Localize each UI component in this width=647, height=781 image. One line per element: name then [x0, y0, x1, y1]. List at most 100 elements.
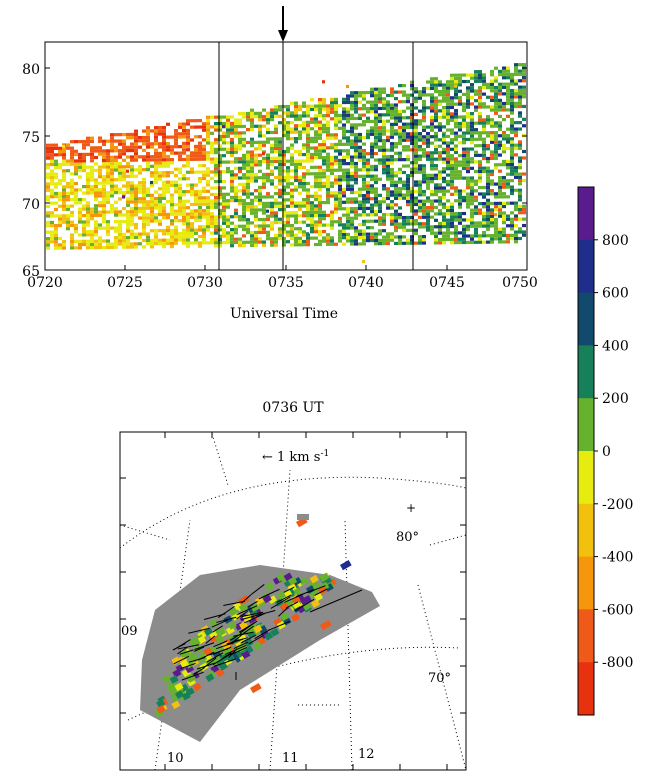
rti-cell: [394, 219, 398, 223]
rti-cell: [126, 132, 130, 137]
map-cell: [260, 630, 270, 640]
rti-cell: [514, 95, 518, 99]
rti-cell: [510, 105, 514, 109]
rti-cell: [494, 102, 498, 106]
rti-cell: [258, 230, 262, 235]
rti-cell: [434, 147, 438, 152]
rti-cell: [314, 104, 318, 108]
rti-cell: [114, 226, 118, 230]
rti-cell: [426, 196, 430, 200]
rti-cell: [230, 240, 234, 245]
rti-cell: [246, 240, 250, 244]
rti-cell: [222, 231, 226, 235]
rti-cell: [234, 144, 238, 148]
rti-cell: [498, 140, 502, 144]
rti-cell: [170, 235, 174, 239]
rti-cell: [202, 186, 206, 190]
rti-cell: [154, 229, 158, 233]
rti-cell: [502, 101, 506, 106]
rti-cell: [442, 167, 446, 171]
rti-cell: [522, 233, 526, 237]
rti-cell: [146, 203, 150, 207]
map-cell: [298, 576, 309, 586]
rti-cell: [474, 137, 478, 141]
rti-cell: [478, 102, 482, 106]
rti-cell: [514, 230, 518, 234]
velocity-vector: [241, 625, 255, 636]
rti-cell: [446, 144, 450, 148]
rti-cell: [430, 125, 434, 129]
rti-cell: [346, 139, 350, 143]
rti-cell: [494, 224, 498, 228]
rti-cell: [274, 243, 278, 247]
rti-cell: [390, 238, 394, 242]
rti-cell: [406, 199, 410, 204]
rti-cell: [250, 205, 254, 209]
rti-cell: [394, 113, 398, 117]
rti-cell: [442, 225, 446, 229]
rti-cell: [434, 164, 438, 168]
rti-cell: [494, 221, 498, 225]
rti-cell: [386, 232, 390, 236]
rti-cell: [250, 230, 254, 235]
rti-cell: [502, 66, 506, 70]
rti-cell: [50, 175, 54, 179]
rti-cell: [78, 156, 82, 160]
rti-cell: [46, 172, 50, 176]
rti-cell: [114, 219, 118, 224]
rti-cell: [54, 214, 58, 218]
rti-cell: [110, 149, 114, 153]
rti-cell: [454, 218, 458, 222]
rti-cell: [498, 114, 502, 119]
rti-cell: [450, 141, 454, 145]
map-cell: [292, 576, 302, 586]
rti-cell: [502, 72, 506, 77]
rti-cell: [246, 218, 250, 222]
rti-cell: [474, 189, 478, 193]
rti-cell: [62, 153, 66, 157]
rti-cell: [186, 222, 190, 226]
rti-cell: [478, 134, 482, 138]
rti-cell: [454, 186, 458, 190]
rti-cell: [142, 180, 146, 185]
rti-cell: [394, 180, 398, 184]
rti-cell: [518, 207, 522, 212]
rti-cell: [210, 225, 214, 229]
rti-cell: [478, 92, 482, 96]
rti-cell: [130, 136, 134, 140]
rti-cell: [502, 137, 506, 141]
rti-cell: [110, 136, 114, 140]
rti-cell: [358, 152, 362, 156]
rti-cell: [230, 128, 234, 132]
rti-cell: [386, 187, 390, 191]
rti-cell: [466, 218, 470, 222]
rti-cell: [306, 140, 310, 144]
rti-cell: [206, 221, 210, 226]
rti-cell: [446, 163, 450, 168]
rti-cell: [398, 90, 402, 94]
rti-cell: [238, 198, 242, 203]
rti-cell: [346, 223, 350, 227]
rti-cell: [466, 186, 470, 190]
rti-cell: [458, 115, 462, 119]
x-tick-label: 0730: [187, 275, 223, 291]
rti-cell: [358, 187, 362, 191]
rti-cell: [298, 107, 302, 112]
rti-cell: [110, 158, 114, 163]
rti-cell: [250, 237, 254, 241]
rti-cell: [194, 154, 198, 158]
rti-cell: [214, 225, 218, 229]
rti-cell: [446, 109, 450, 113]
rti-cell: [434, 99, 438, 103]
map-cell: [228, 607, 239, 617]
rti-cell: [498, 240, 502, 244]
rti-cell: [382, 187, 386, 191]
rti-cell: [474, 131, 478, 135]
rti-cell: [234, 128, 238, 132]
rti-cell: [186, 218, 190, 223]
rti-cell: [138, 181, 142, 185]
rti-cell: [290, 111, 294, 115]
rti-cell: [490, 140, 494, 144]
rti-cell: [454, 115, 458, 119]
rti-cell: [118, 168, 122, 172]
